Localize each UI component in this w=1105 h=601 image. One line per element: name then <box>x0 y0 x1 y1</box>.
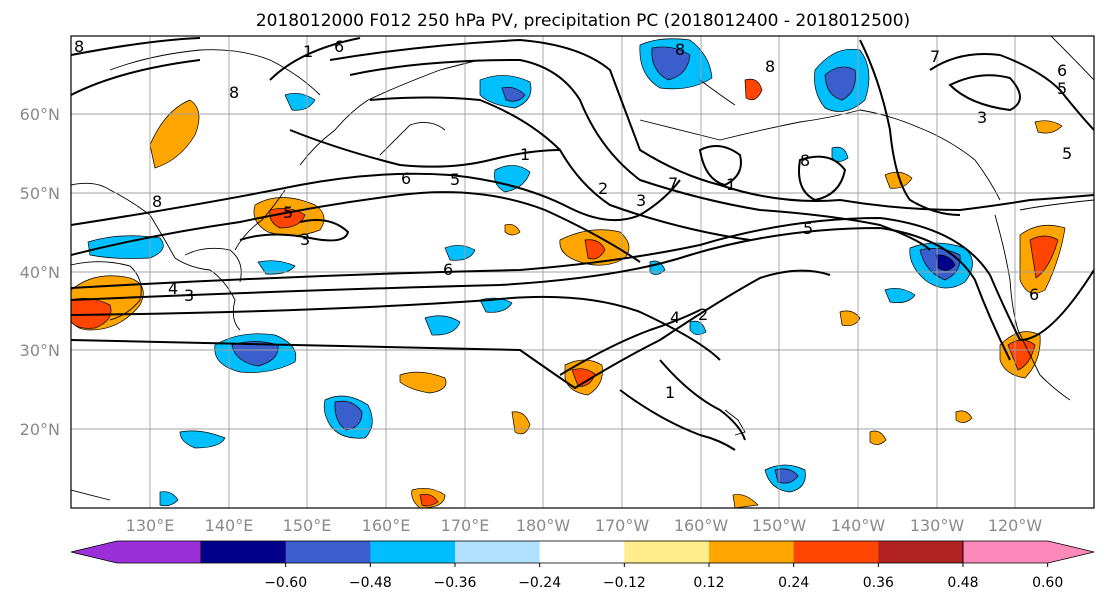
contour-label: 6 <box>401 169 411 188</box>
contour-label: 3 <box>636 191 646 210</box>
contour-label: 2 <box>698 305 708 324</box>
contour-label: 7 <box>930 47 940 66</box>
contour-label: 8 <box>229 83 239 102</box>
lon-label: 160°W <box>674 516 729 535</box>
lat-label: 60°N <box>20 105 60 124</box>
colorbar-cell <box>201 541 287 563</box>
colorbar-cell <box>455 541 541 563</box>
lon-label: 130°E <box>126 516 175 535</box>
lon-label: 150°W <box>752 516 807 535</box>
lon-label: 140°W <box>831 516 886 535</box>
colorbar-frame <box>200 540 964 564</box>
colorbar-cell <box>539 541 625 563</box>
colorbar-tick-label: 0.60 <box>1032 575 1063 591</box>
contour-label: 5 <box>450 170 460 189</box>
lon-label: 170°W <box>595 516 650 535</box>
contour-label: 5 <box>1062 144 1072 163</box>
contour-label: 8 <box>675 40 685 59</box>
pv-contours <box>71 37 1094 451</box>
contour-label: 1 <box>303 42 313 61</box>
contour-label: 5 <box>283 203 293 222</box>
contour-label: 5 <box>1057 79 1067 98</box>
colorbar-extend-high <box>962 540 1095 564</box>
contour-label: 6 <box>1029 285 1039 304</box>
contour-label: 6 <box>1057 61 1067 80</box>
colorbar-cell <box>709 541 795 563</box>
contour-label: 2 <box>598 179 608 198</box>
lon-label: 170°E <box>441 516 490 535</box>
lat-label: 20°N <box>20 420 60 439</box>
map-panel: 8 6 1 8 8 8 3 5 6 5 1 2 3 7 7 1 8 5 5 3 <box>70 35 1095 509</box>
contour-label: 3 <box>300 230 310 249</box>
lon-label: 160°E <box>362 516 411 535</box>
colorbar-cell <box>793 541 879 563</box>
colorbar-tick-label: −0.24 <box>518 575 561 591</box>
lat-label: 30°N <box>20 341 60 360</box>
colorbar-tick-label: −0.36 <box>434 575 477 591</box>
colorbar-cell <box>370 541 456 563</box>
contour-label: 8 <box>152 192 162 211</box>
graticule <box>71 36 1094 508</box>
contour-label: 7 <box>668 174 678 193</box>
lon-labels: 130°E 140°E 150°E 160°E 170°E 180°W 170°… <box>126 516 1043 535</box>
lat-labels: 60°N 50°N 40°N 30°N 20°N <box>20 105 60 439</box>
lat-label: 40°N <box>20 263 60 282</box>
map-title: 2018012000 F012 250 hPa PV, precipitatio… <box>256 11 910 31</box>
contour-label: 5 <box>803 219 813 238</box>
colorbar-tick-label: −0.12 <box>603 575 646 591</box>
colorbar-tick-label: 0.24 <box>778 575 809 591</box>
contour-label: 3 <box>184 286 194 305</box>
colorbar-cell <box>878 541 964 563</box>
contour-label: 8 <box>800 151 810 170</box>
contour-label: 1 <box>520 145 530 164</box>
contour-label: 1 <box>726 175 736 194</box>
colorbar-cell <box>285 541 371 563</box>
colorbar-extend-low <box>70 540 202 564</box>
lat-label: 50°N <box>20 184 60 203</box>
contour-label: 8 <box>765 57 775 76</box>
contour-label: 8 <box>74 37 84 56</box>
colorbar-cell <box>624 541 710 563</box>
lon-label: 150°E <box>283 516 332 535</box>
contour-label: 4 <box>670 308 680 327</box>
contour-label: 3 <box>977 108 987 127</box>
lon-label: 130°W <box>910 516 965 535</box>
map-frame <box>70 35 1095 509</box>
contour-label: 6 <box>443 260 453 279</box>
colorbar-tick-label: −0.60 <box>264 575 307 591</box>
colorbar-tick-label: 0.48 <box>947 575 978 591</box>
contour-label: 6 <box>334 37 344 56</box>
colorbar: −0.60 −0.48 −0.36 −0.24 −0.12 0.12 0.24 0.36 0.4… <box>70 540 1095 591</box>
colorbar-tick-label: −0.48 <box>349 575 392 591</box>
lon-label: 120°W <box>988 516 1043 535</box>
lon-label: 180°W <box>516 516 571 535</box>
lon-label: 140°E <box>205 516 254 535</box>
contour-label: 4 <box>168 279 178 298</box>
contour-label: 1 <box>665 383 675 402</box>
contour-labels: 8 6 1 8 8 8 3 5 6 5 1 2 3 7 7 1 8 5 5 3 <box>74 37 1072 402</box>
colorbar-tick-label: 0.36 <box>863 575 894 591</box>
colorbar-tick-label: 0.12 <box>693 575 724 591</box>
